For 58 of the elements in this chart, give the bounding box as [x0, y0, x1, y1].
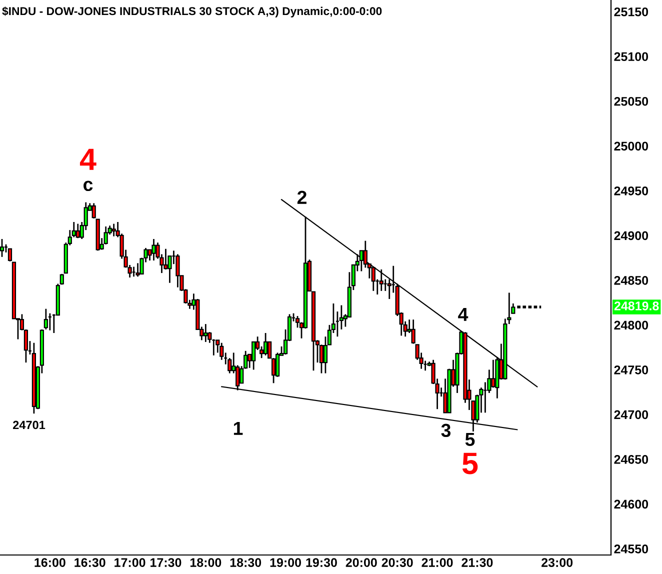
x-tick-label: 21:00 [422, 558, 453, 567]
candlestick [371, 266, 376, 292]
x-tick-label: 16:00 [34, 558, 66, 567]
y-tick-label: 24850 [614, 276, 648, 285]
candlestick [92, 202, 96, 220]
candlestick [379, 268, 384, 292]
candlestick [176, 254, 180, 288]
candlestick [76, 223, 80, 239]
y-tick-label: 24800 [614, 320, 648, 330]
x-tick-label: 16:30 [74, 558, 106, 567]
annotation: 5 [462, 452, 478, 474]
candlestick [363, 240, 368, 268]
candlestick [264, 332, 268, 356]
candlestick [491, 359, 496, 388]
candlestick [359, 250, 364, 272]
x-tick-label: 21:30 [462, 558, 493, 567]
y-tick-label: 24750 [614, 366, 648, 374]
candlestick [152, 238, 156, 262]
annotation: 1 [234, 422, 243, 435]
annotation: 4 [458, 308, 468, 321]
candlestick [411, 318, 416, 344]
candlestick [295, 315, 300, 328]
y-tick-label: 24550 [614, 544, 648, 554]
x-tick-label: 18:00 [190, 558, 222, 567]
y-tick-label: 24600 [614, 500, 648, 509]
x-tick-label: 18:30 [230, 558, 262, 567]
candlestick [0, 238, 4, 258]
y-tick-label: 24650 [614, 455, 648, 464]
text: $INDU - DOW-JONES INDUSTRIALS 30 STOCK A,3) Dynamic,0:00-0:00 [2, 6, 382, 18]
x-tick-label: 17:00 [114, 558, 146, 567]
x-tick-label: 20:00 [346, 558, 377, 567]
y-tick-label: 25000 [614, 142, 648, 151]
x-tick-label: 19:30 [306, 558, 337, 567]
candlestick [319, 344, 324, 374]
candlestick [136, 262, 140, 278]
y-tick-label: 24900 [614, 231, 648, 240]
annotation: 2 [297, 190, 306, 204]
y-tick-label: 24700 [614, 410, 648, 420]
x-tick-label: 17:30 [150, 558, 182, 567]
annotation: 24701 [12, 420, 46, 430]
candlestick [204, 323, 208, 343]
x-tick-label: 19:00 [270, 558, 302, 567]
annotation: 5 [465, 432, 475, 446]
y-tick-label: 25050 [614, 96, 648, 106]
candlestick [220, 342, 224, 361]
y-tick-label: 25100 [614, 52, 648, 62]
x-tick-label: 23:00 [542, 558, 573, 567]
x-tick-label: 20:30 [382, 558, 413, 567]
annotation: 3 [441, 424, 451, 438]
text: 24819.8 [614, 302, 659, 310]
y-tick-label: 25150 [614, 7, 648, 16]
annotation: 4 [80, 148, 96, 170]
candlestick [164, 248, 168, 270]
candlestick [112, 223, 116, 238]
y-tick-label: 24950 [614, 186, 648, 196]
candlestick [44, 308, 48, 330]
candlestick [8, 248, 12, 262]
annotation: c [84, 180, 93, 192]
